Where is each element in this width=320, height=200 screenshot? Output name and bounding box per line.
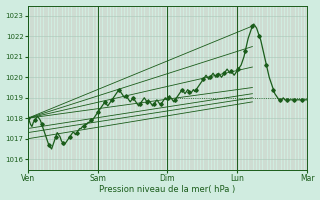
X-axis label: Pression niveau de la mer( hPa ): Pression niveau de la mer( hPa ) bbox=[99, 185, 236, 194]
